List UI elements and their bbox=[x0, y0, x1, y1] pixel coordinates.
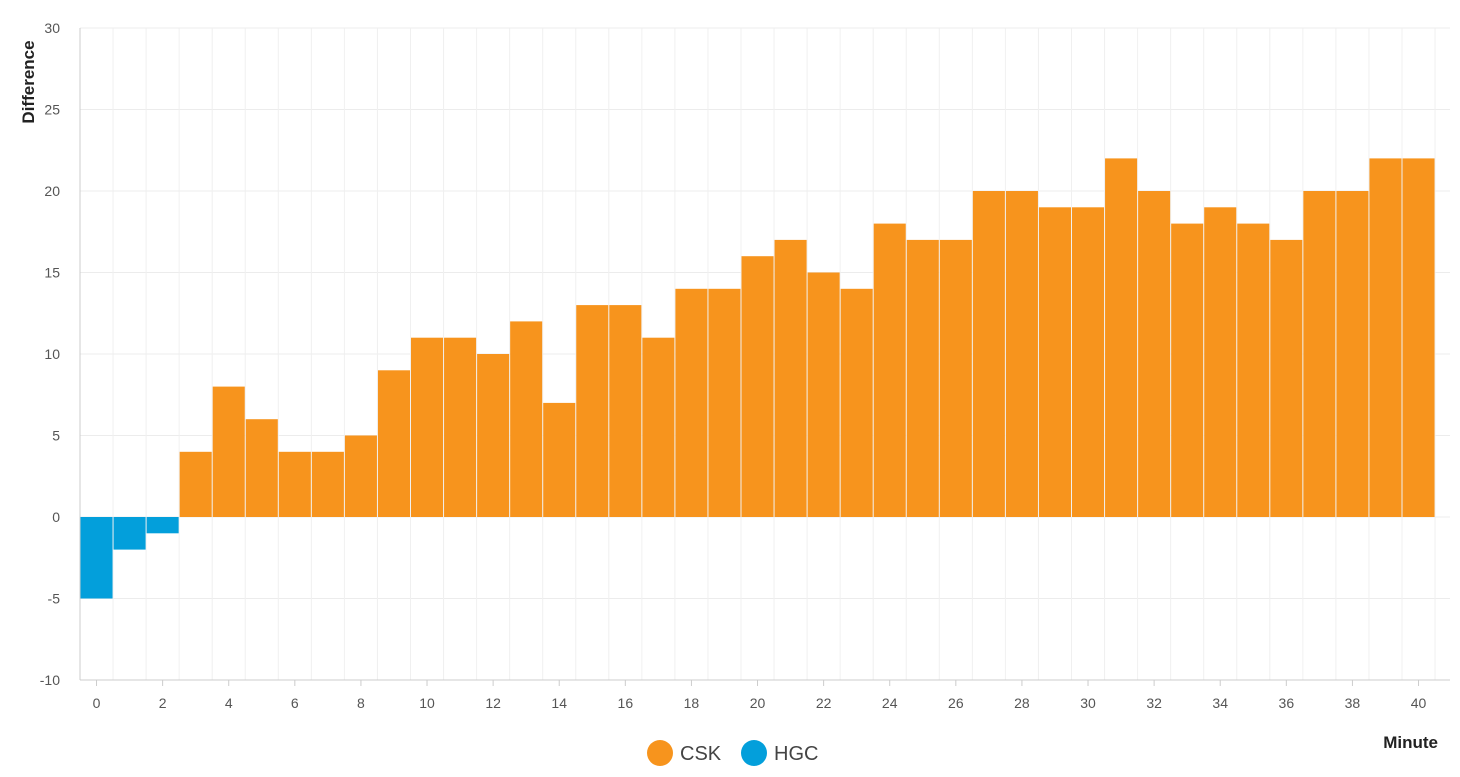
bar-minute-27[interactable] bbox=[972, 191, 1005, 517]
bar-minute-36[interactable] bbox=[1270, 239, 1303, 517]
bar-minute-35[interactable] bbox=[1237, 223, 1270, 517]
x-tick-label: 34 bbox=[1212, 695, 1228, 711]
x-tick-labels: 0 2 4 6 8 10 12 14 16 18 20 22 24 26 28 30 32 34 36 38 40 bbox=[93, 695, 1427, 711]
bar-minute-21[interactable] bbox=[774, 239, 807, 517]
bar-minute-32[interactable] bbox=[1138, 191, 1171, 517]
legend-label-hgc: HGC bbox=[774, 743, 818, 765]
bar-minute-20[interactable] bbox=[741, 256, 774, 517]
x-tick-label: 12 bbox=[485, 695, 501, 711]
bar-minute-37[interactable] bbox=[1303, 191, 1336, 517]
y-tick-label: -10 bbox=[40, 672, 60, 688]
bar-minute-30[interactable] bbox=[1072, 207, 1105, 518]
x-tick-label: 24 bbox=[882, 695, 898, 711]
x-tick-label: 6 bbox=[291, 695, 299, 711]
x-tick-label: 14 bbox=[551, 695, 567, 711]
bar-minute-3[interactable] bbox=[179, 451, 212, 517]
axes bbox=[79, 28, 1450, 686]
legend-marker-hgc bbox=[741, 740, 767, 766]
bar-minute-29[interactable] bbox=[1038, 207, 1071, 518]
bar-minute-34[interactable] bbox=[1204, 207, 1237, 518]
bar-minute-23[interactable] bbox=[840, 288, 873, 517]
x-tick-label: 40 bbox=[1411, 695, 1427, 711]
bar-minute-7[interactable] bbox=[311, 451, 344, 517]
legend-item-hgc[interactable]: HGC bbox=[741, 740, 818, 766]
legend: CSK HGC bbox=[647, 740, 818, 766]
x-tick-label: 0 bbox=[93, 695, 101, 711]
bar-minute-33[interactable] bbox=[1171, 223, 1204, 517]
x-tick-label: 28 bbox=[1014, 695, 1030, 711]
y-tick-label: 0 bbox=[52, 509, 60, 525]
x-tick-label: 4 bbox=[225, 695, 233, 711]
y-tick-label: 15 bbox=[44, 265, 60, 281]
x-tick-label: 36 bbox=[1279, 695, 1295, 711]
x-tick-label: 18 bbox=[684, 695, 700, 711]
bar-minute-8[interactable] bbox=[344, 435, 377, 518]
x-tick-label: 16 bbox=[618, 695, 634, 711]
x-tick-label: 8 bbox=[357, 695, 365, 711]
y-tick-label: 30 bbox=[44, 20, 60, 36]
grid-lines bbox=[79, 27, 1450, 681]
bar-minute-25[interactable] bbox=[906, 239, 939, 517]
legend-label-csk: CSK bbox=[680, 743, 722, 765]
bar-minute-2[interactable] bbox=[146, 517, 179, 534]
bars bbox=[80, 158, 1435, 599]
bar-minute-9[interactable] bbox=[377, 370, 410, 517]
bar-minute-6[interactable] bbox=[278, 451, 311, 517]
y-tick-label: 20 bbox=[44, 183, 60, 199]
y-tick-label: -5 bbox=[48, 591, 61, 607]
bar-minute-0[interactable] bbox=[80, 517, 113, 599]
bar-minute-17[interactable] bbox=[642, 337, 675, 517]
bar-minute-11[interactable] bbox=[444, 337, 477, 517]
bar-minute-28[interactable] bbox=[1005, 191, 1038, 517]
bar-minute-10[interactable] bbox=[411, 337, 444, 517]
bar-minute-38[interactable] bbox=[1336, 191, 1369, 517]
bar-minute-40[interactable] bbox=[1402, 158, 1435, 517]
y-tick-label: 10 bbox=[44, 346, 60, 362]
y-axis-title: Difference bbox=[19, 40, 38, 123]
bar-minute-39[interactable] bbox=[1369, 158, 1402, 517]
bar-minute-1[interactable] bbox=[113, 517, 146, 550]
y-tick-labels: 30 25 20 15 10 5 0 -5 -10 bbox=[40, 20, 60, 688]
x-tick-label: 22 bbox=[816, 695, 832, 711]
bar-minute-26[interactable] bbox=[939, 239, 972, 517]
x-tick-label: 10 bbox=[419, 695, 435, 711]
bar-minute-15[interactable] bbox=[576, 305, 609, 517]
x-tick-label: 30 bbox=[1080, 695, 1096, 711]
legend-item-csk[interactable]: CSK bbox=[647, 740, 722, 766]
bar-minute-22[interactable] bbox=[807, 272, 840, 518]
x-tick-label: 38 bbox=[1345, 695, 1361, 711]
bar-minute-13[interactable] bbox=[510, 321, 543, 517]
y-tick-label: 25 bbox=[44, 102, 60, 118]
bar-minute-14[interactable] bbox=[543, 402, 576, 517]
bar-minute-4[interactable] bbox=[212, 386, 245, 517]
bar-minute-16[interactable] bbox=[609, 305, 642, 517]
bar-minute-31[interactable] bbox=[1105, 158, 1138, 517]
x-tick-label: 26 bbox=[948, 695, 964, 711]
bar-minute-24[interactable] bbox=[873, 223, 906, 517]
x-tick-label: 32 bbox=[1146, 695, 1162, 711]
bar-minute-5[interactable] bbox=[245, 419, 278, 517]
x-tick-label: 2 bbox=[159, 695, 167, 711]
legend-marker-csk bbox=[647, 740, 673, 766]
bar-minute-12[interactable] bbox=[477, 354, 510, 517]
bar-minute-19[interactable] bbox=[708, 288, 741, 517]
x-tick-label: 20 bbox=[750, 695, 766, 711]
x-axis-title: Minute bbox=[1383, 733, 1438, 752]
y-tick-label: 5 bbox=[52, 428, 60, 444]
bar-minute-18[interactable] bbox=[675, 288, 708, 517]
